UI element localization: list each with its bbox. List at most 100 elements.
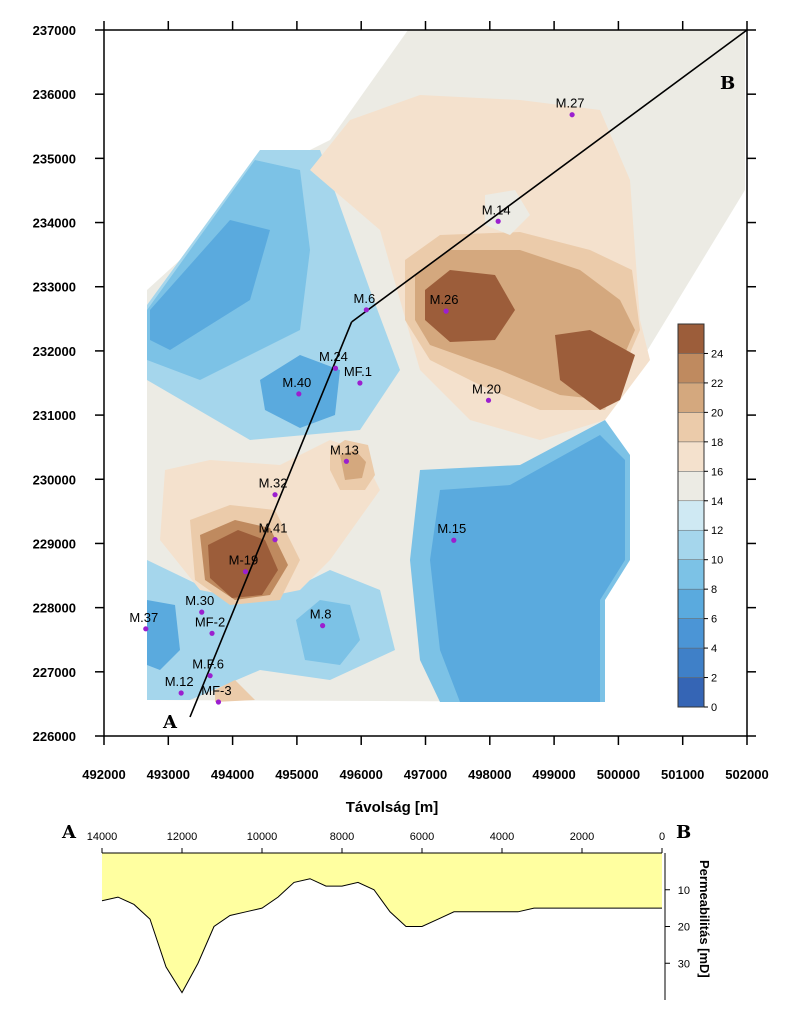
colorbar-label: 16	[711, 466, 723, 478]
y-tick-label: 231000	[33, 408, 76, 423]
colorbar-label: 10	[711, 555, 723, 567]
y-tick-label: 237000	[33, 23, 76, 38]
well-label: M.6	[354, 291, 376, 306]
colorbar-swatch	[677, 647, 705, 678]
profile-y-tick-label: 10	[678, 885, 690, 897]
map-x-title: Távolság [m]	[346, 799, 439, 816]
well: M.F.6	[192, 657, 224, 679]
profile-label-b: B	[676, 822, 691, 843]
zone-warm-south	[215, 680, 255, 702]
zone-cool-south	[147, 560, 395, 700]
colorbar-swatch	[677, 382, 705, 413]
zone-warm-m13-core	[340, 450, 366, 480]
well: M.20	[472, 381, 501, 403]
well-marker	[357, 380, 363, 386]
well-marker	[143, 626, 149, 632]
profile-area	[102, 853, 662, 993]
profile-x-tick-label: 12000	[167, 831, 198, 843]
colorbar-swatch	[677, 323, 705, 354]
well-label: MF.1	[344, 364, 372, 379]
well-marker	[296, 391, 302, 397]
well: M.41	[259, 521, 287, 543]
profile-x-tick-label: 10000	[247, 831, 278, 843]
profile-y-tick-label: 20	[678, 922, 690, 934]
well-marker	[443, 308, 449, 314]
well-marker	[272, 492, 278, 498]
y-tick-label: 230000	[33, 472, 76, 487]
well: M.40	[282, 375, 311, 397]
well-marker	[199, 609, 205, 615]
colorbar-swatch	[677, 677, 705, 708]
profile-y-title: Permeabilitás [mD]	[697, 860, 712, 978]
x-tick-label: 501000	[661, 767, 704, 782]
colorbar-label: 14	[711, 496, 723, 508]
y-tick-label: 236000	[33, 87, 76, 102]
well-label: M.15	[437, 521, 466, 536]
profile-x-tick-label: 0	[659, 831, 665, 843]
well: M.15	[437, 521, 466, 543]
colorbar-label: 12	[711, 525, 723, 537]
well-label: M.8	[310, 607, 332, 622]
y-tick-label: 234000	[33, 216, 76, 231]
profile-line	[101, 878, 662, 994]
zone-warm-east-core	[555, 330, 635, 410]
well: M.32	[259, 476, 287, 498]
well-label: M.13	[330, 442, 359, 457]
zone-cool-m40	[260, 355, 340, 428]
well: M.6	[354, 291, 376, 313]
zone-warm-m26	[425, 270, 515, 342]
zone-warm-m14	[485, 190, 530, 235]
colorbar-swatch	[677, 412, 705, 443]
profile-x-tick-label: 8000	[330, 831, 354, 843]
well: M.27	[556, 96, 585, 118]
well-marker	[272, 537, 278, 543]
y-tick-label: 235000	[33, 151, 76, 166]
profile-chart: 14000 12000 10000 8000 6000 4000 2000 0 10 20 30	[87, 831, 690, 1000]
well: M.14	[482, 202, 511, 224]
colorbar-swatch	[677, 618, 705, 649]
well-marker	[209, 630, 215, 636]
well-marker	[485, 397, 492, 403]
x-tick-label: 499000	[532, 767, 575, 782]
well: M.24	[319, 349, 348, 371]
profile-x-tick-label: 6000	[410, 831, 434, 843]
colorbar-frame	[677, 323, 705, 708]
colorbar-swatch	[677, 353, 705, 384]
well-marker	[320, 623, 326, 629]
well-marker	[207, 673, 213, 679]
y-tick-label: 228000	[33, 601, 76, 616]
x-tick-label: 495000	[275, 767, 318, 782]
colorbar-swatch	[677, 529, 705, 560]
colorbar-swatch	[677, 441, 705, 472]
x-tick-label: 496000	[340, 767, 383, 782]
well: M.30	[185, 593, 214, 615]
well-marker	[363, 307, 369, 313]
colorbar-label: 8	[711, 584, 717, 596]
colorbar-swatch	[677, 471, 705, 502]
well-label: M.40	[282, 375, 311, 390]
y-tick-label: 227000	[33, 665, 76, 680]
zone-cool-m8	[296, 600, 360, 665]
well-marker	[343, 458, 350, 464]
colorbar-label: 2	[711, 673, 717, 685]
well-label: M-19	[229, 553, 259, 568]
zone-cool-m37	[147, 600, 180, 670]
colorbar-label: 22	[711, 378, 723, 390]
label-a: A	[162, 712, 178, 733]
well: M.8	[310, 607, 332, 629]
well-label: M.12	[165, 674, 194, 689]
well-label: M.F.6	[192, 657, 224, 672]
well: M.13	[330, 442, 359, 464]
colorbar-swatch	[677, 500, 705, 531]
well: M.37	[129, 610, 158, 632]
label-b: B	[720, 73, 735, 94]
profile-y-tick-label: 30	[678, 958, 690, 970]
colorbar-label: 18	[711, 437, 723, 449]
well-label: M.20	[472, 381, 501, 396]
well-marker	[451, 537, 457, 543]
well: MF.1	[344, 364, 372, 386]
colorbar-swatch	[677, 559, 705, 590]
